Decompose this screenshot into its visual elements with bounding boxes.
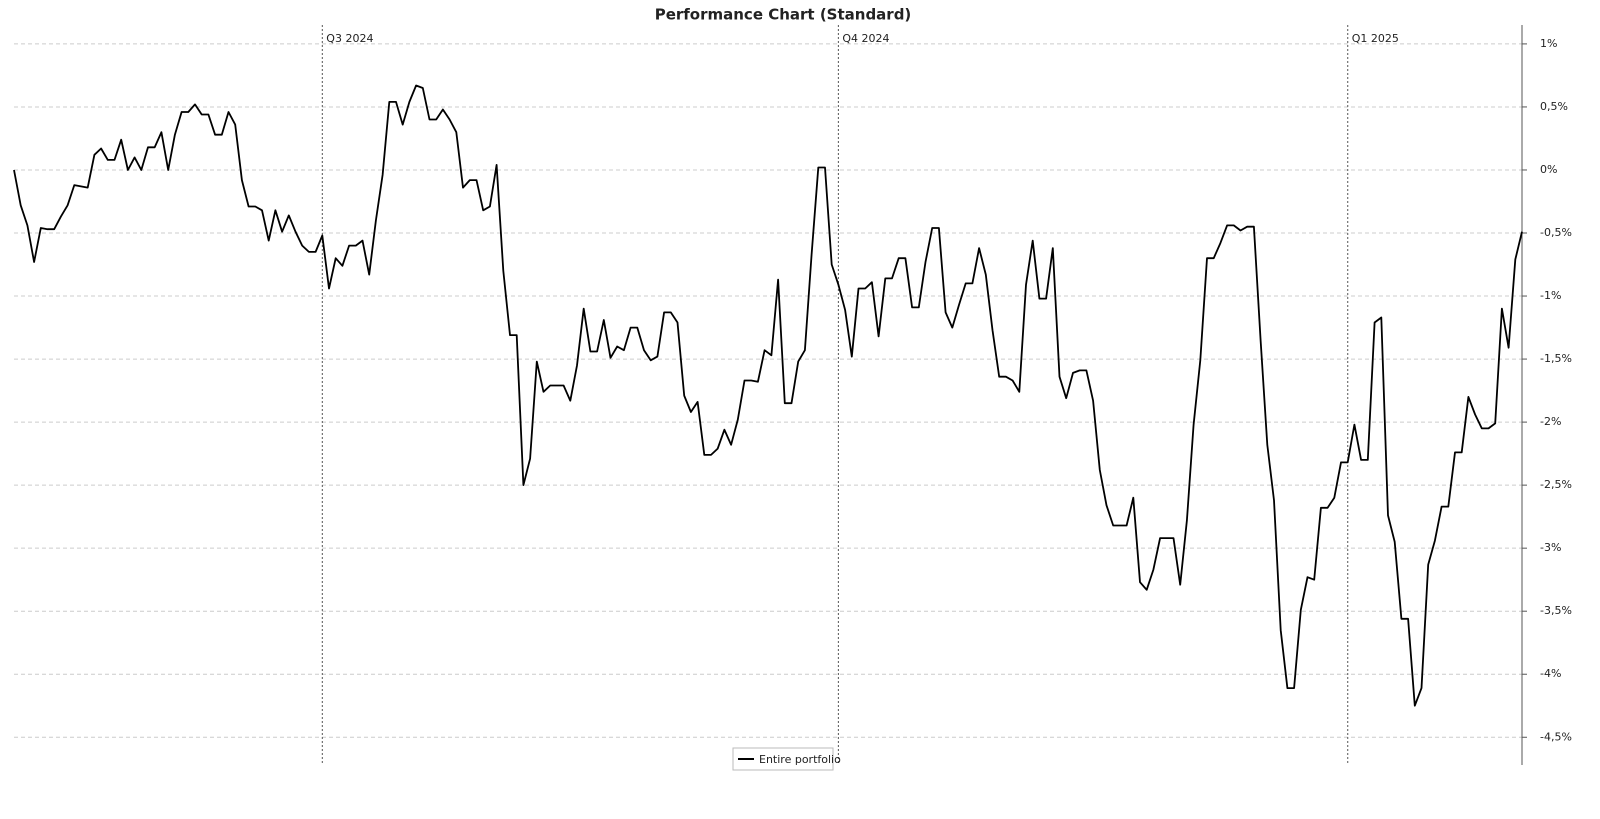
x-tick-label: Q1 2025: [1352, 32, 1399, 45]
y-tick-label: -1,5%: [1540, 352, 1572, 365]
y-tick-label: -3%: [1540, 541, 1561, 554]
y-tick-label: -4%: [1540, 667, 1561, 680]
y-tick-label: 1%: [1540, 37, 1557, 50]
y-tick-label: -2%: [1540, 415, 1561, 428]
y-tick-label: 0,5%: [1540, 100, 1568, 113]
x-tick-label: Q3 2024: [326, 32, 373, 45]
y-tick-label: -3,5%: [1540, 604, 1572, 617]
y-tick-label: -4,5%: [1540, 730, 1572, 743]
y-tick-label: -2,5%: [1540, 478, 1572, 491]
y-tick-label: 0%: [1540, 163, 1557, 176]
x-tick-label: Q4 2024: [842, 32, 889, 45]
legend-label: Entire portfolio: [759, 753, 841, 766]
y-tick-label: -0,5%: [1540, 226, 1572, 239]
y-tick-label: -1%: [1540, 289, 1561, 302]
chart-title: Performance Chart (Standard): [655, 6, 912, 24]
legend-box: [732, 747, 834, 771]
line: [13, 84, 1523, 707]
